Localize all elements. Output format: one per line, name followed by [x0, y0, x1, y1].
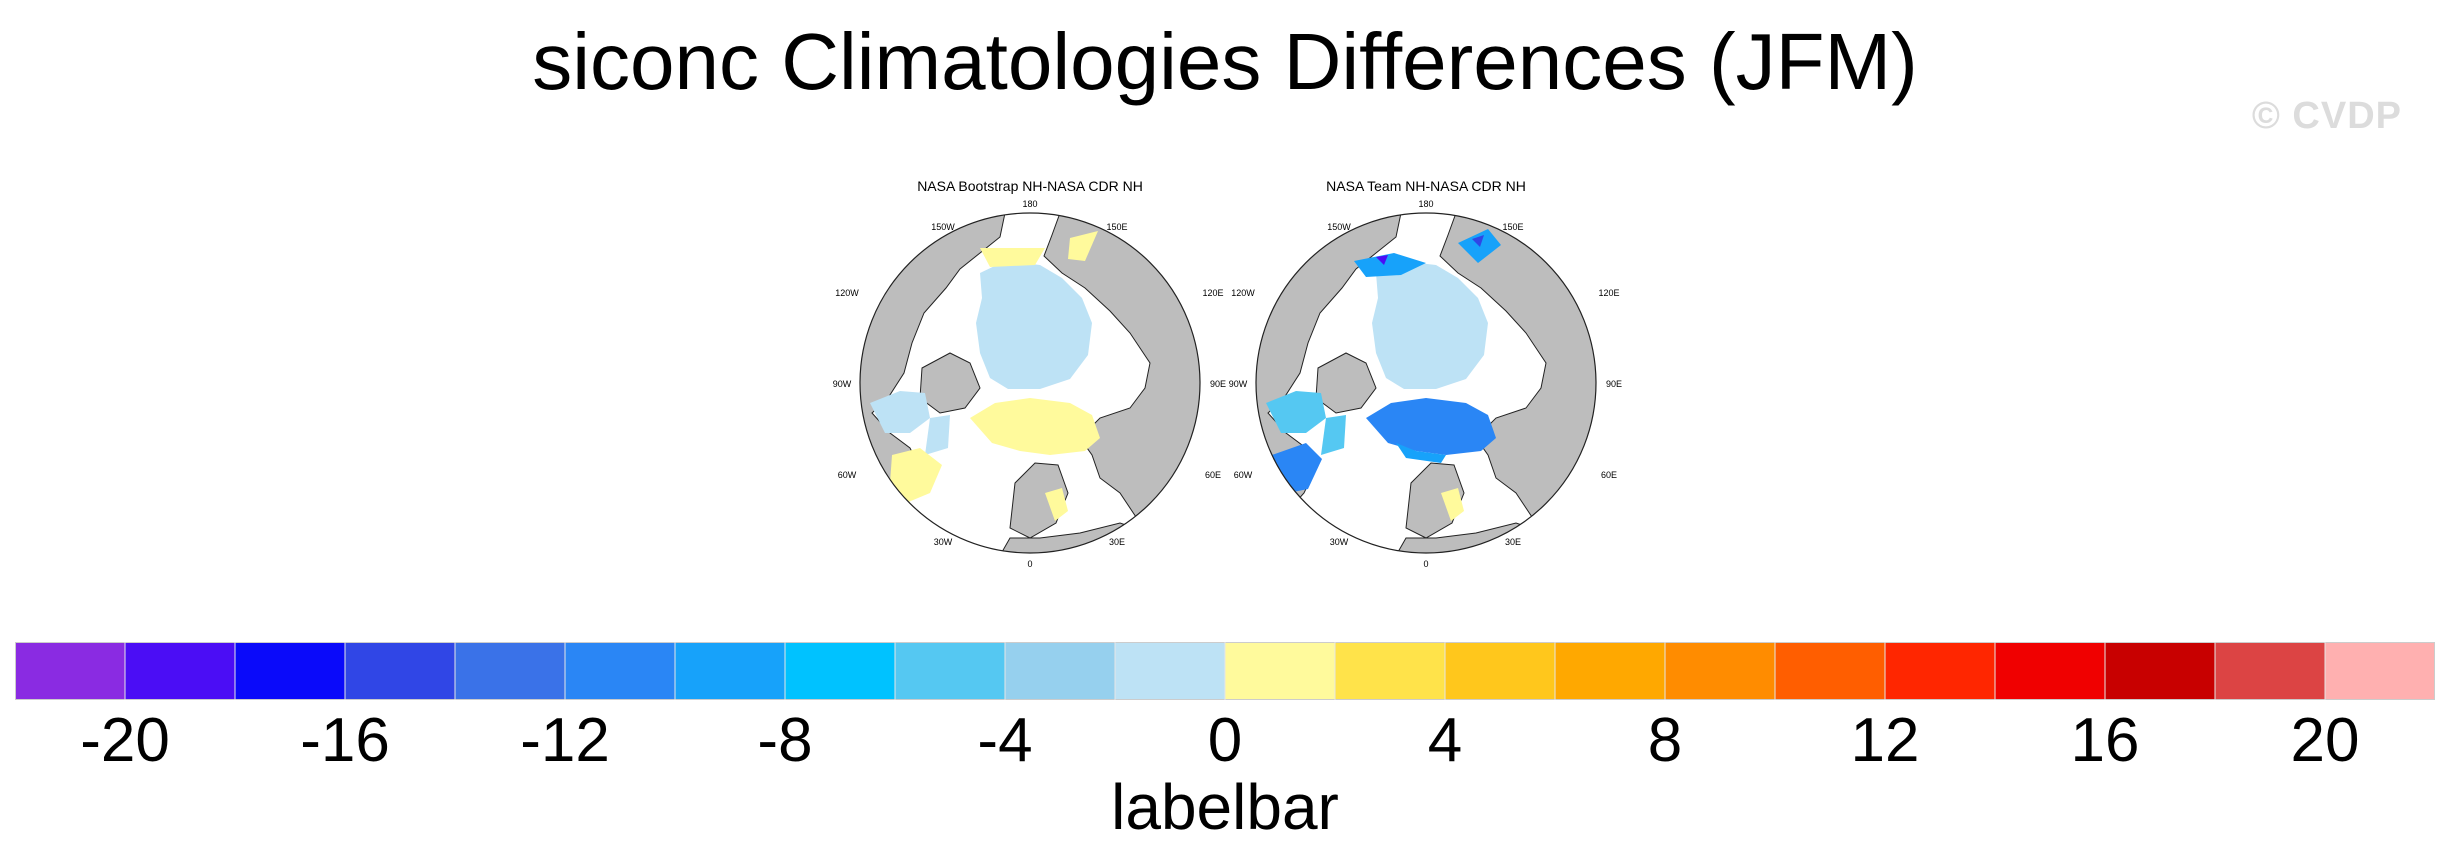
- lon-label-180: 180: [1418, 199, 1433, 209]
- lon-label-30w: 30W: [934, 537, 953, 547]
- colorbar-box: [1005, 642, 1116, 700]
- colorbar-box: [1555, 642, 1666, 700]
- panel-title: NASA Team NH-NASA CDR NH: [1326, 178, 1526, 194]
- lon-label-150w: 150W: [1327, 222, 1351, 232]
- lon-label-120w: 120W: [1231, 288, 1255, 298]
- lon-label-0: 0: [1027, 559, 1032, 569]
- colorbar-box: [1995, 642, 2106, 700]
- lon-label-180: 180: [1022, 199, 1037, 209]
- map-boundary: [1255, 212, 1597, 554]
- map-boundary: [859, 212, 1201, 554]
- colorbar-tick-label: -20: [80, 706, 170, 775]
- hudson-difference: [870, 391, 930, 433]
- longitude-labels: 180 150E 120E 90E 60E 30E 0 30W 60W 90W …: [833, 199, 1226, 569]
- central-arctic-difference: [976, 261, 1092, 389]
- lon-label-150e: 150E: [1502, 222, 1523, 232]
- colorbar-box: [2215, 642, 2326, 700]
- colorbar-box: [2325, 642, 2435, 700]
- colorbar-tick-label: -16: [300, 706, 390, 775]
- colorbar-box: [125, 642, 236, 700]
- lon-label-90w: 90W: [1229, 379, 1248, 389]
- lon-label-60w: 60W: [838, 470, 857, 480]
- colorbar-box: [1775, 642, 1886, 700]
- lon-label-90e: 90E: [1606, 379, 1622, 389]
- figure-title: siconc Climatologies Differences (JFM): [532, 17, 1918, 106]
- lon-label-90w: 90W: [833, 379, 852, 389]
- polar-map: 180 150E 120E 90E 60E 30E 0 30W 60W 90W …: [833, 199, 1226, 569]
- colorbar-box: [565, 642, 676, 700]
- colorbar-title: labelbar: [1111, 771, 1339, 843]
- labrador-positive-difference: [890, 448, 942, 503]
- colorbar-box: [1335, 642, 1446, 700]
- okhotsk-strong-negative: [1472, 235, 1484, 247]
- colorbar-box: [1115, 642, 1226, 700]
- colorbar-box: [455, 642, 566, 700]
- colorbar-box: [675, 642, 786, 700]
- colorbar-box: [1885, 642, 1996, 700]
- colorbar-box: [15, 642, 126, 700]
- bering-positive-difference: [980, 248, 1045, 267]
- lon-label-30w: 30W: [1330, 537, 1349, 547]
- cvdp-watermark: © CVDP: [2251, 95, 2402, 137]
- colorbar-tick-label: 4: [1427, 706, 1463, 775]
- lon-label-0: 0: [1423, 559, 1428, 569]
- barents-edge-negative: [1396, 443, 1446, 463]
- map-panel-team: NASA Team NH-NASA CDR NH 180: [1226, 178, 1626, 573]
- colorbar-tick-label: 16: [2070, 706, 2140, 775]
- colorbar-tick-label: 8: [1647, 706, 1683, 775]
- colorbar-box: [895, 642, 1006, 700]
- colorbar-box: [1665, 642, 1776, 700]
- panel-title: NASA Bootstrap NH-NASA CDR NH: [917, 178, 1143, 194]
- baltic-positive-difference: [1441, 488, 1464, 521]
- colorbar-tick-labels: -20 -16 -12 -8 -4 0 4 8 12 16 20: [0, 710, 2450, 790]
- lon-label-60w: 60W: [1234, 470, 1253, 480]
- baltic-positive-difference: [1045, 488, 1068, 521]
- colorbar-box: [1225, 642, 1336, 700]
- colorbar-box: [235, 642, 346, 700]
- lon-label-30e: 30E: [1109, 537, 1125, 547]
- lon-label-30e: 30E: [1505, 537, 1521, 547]
- baffin-difference: [925, 415, 950, 455]
- colorbar: [15, 642, 2435, 700]
- colorbar-box: [1445, 642, 1556, 700]
- lon-label-90e: 90E: [1210, 379, 1226, 389]
- colorbar-box: [345, 642, 456, 700]
- lon-label-120e: 120E: [1202, 288, 1223, 298]
- colorbar-tick-label: -4: [977, 706, 1033, 775]
- lon-label-120e: 120E: [1598, 288, 1619, 298]
- barents-positive-difference: [970, 398, 1100, 455]
- map-panel-bootstrap: NASA Bootstrap NH-NASA CDR NH 180 15: [830, 178, 1230, 573]
- longitude-labels: 180 150E 120E 90E 60E 30E 0 30W 60W 90W …: [1229, 199, 1622, 569]
- colorbar-tick-label: -8: [757, 706, 813, 775]
- bering-negative-difference: [1354, 253, 1426, 277]
- hudson-difference: [1266, 391, 1326, 433]
- lon-label-60e: 60E: [1601, 470, 1617, 480]
- central-arctic-difference: [1372, 261, 1488, 389]
- colorbar-tick-label: -12: [520, 706, 610, 775]
- lon-label-150e: 150E: [1106, 222, 1127, 232]
- okhotsk-positive-difference: [1068, 231, 1098, 261]
- colorbar-tick-label: 20: [2290, 706, 2360, 775]
- lon-label-150w: 150W: [931, 222, 955, 232]
- baffin-difference: [1321, 415, 1346, 455]
- colorbar-box: [2105, 642, 2216, 700]
- lon-label-120w: 120W: [835, 288, 859, 298]
- colorbar-box: [785, 642, 896, 700]
- colorbar-tick-label: 0: [1207, 706, 1243, 775]
- lon-label-60e: 60E: [1205, 470, 1221, 480]
- barents-negative-difference: [1366, 398, 1496, 455]
- colorbar-tick-label: 12: [1850, 706, 1920, 775]
- bering-strong-negative: [1376, 255, 1388, 265]
- polar-map: 180 150E 120E 90E 60E 30E 0 30W 60W 90W …: [1229, 199, 1622, 569]
